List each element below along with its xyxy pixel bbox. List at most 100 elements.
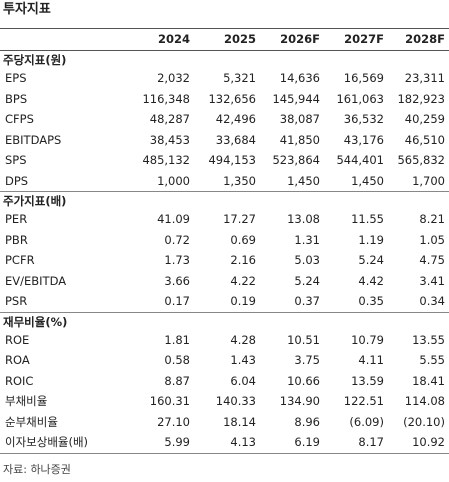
cell: 48,287 [149,112,190,126]
cell: 13.08 [287,212,320,226]
column-header: 2026F [280,32,320,46]
cell: (6.09) [349,414,384,429]
rule [0,50,449,51]
rule [0,28,449,29]
cell: 10.51 [287,332,320,347]
cell: 1.19 [358,232,384,247]
cell: 3.66 [164,273,190,288]
cell: 1.43 [230,353,256,367]
cell: 42,496 [215,112,256,126]
cell: 1.31 [294,232,320,247]
cell: 1,450 [287,173,320,188]
cell: 1,450 [351,173,384,188]
cell: 485,132 [142,153,190,167]
cell: 0.58 [164,353,190,367]
cell: 1,350 [223,173,256,188]
row-label: PCFR [5,253,35,267]
cell: 5.03 [294,253,320,267]
cell: 4.75 [419,253,445,267]
cell: 0.19 [230,294,256,308]
cell: 1.81 [164,332,190,347]
cell: 3.41 [419,273,445,288]
row-label: EBITDAPS [5,132,62,147]
cell: 13.59 [351,373,384,388]
cell: 18.14 [223,414,256,429]
row-label: PBR [5,232,28,247]
row-label: EPS [5,71,27,85]
cell: 11.55 [351,212,384,226]
cell: 0.69 [230,232,256,247]
cell: 114.08 [404,394,445,408]
cell: 4.22 [230,273,256,288]
cell: 523,864 [272,153,320,167]
cell: 140.33 [215,394,256,408]
cell: 1.05 [419,232,445,247]
cell: 43,176 [343,132,384,147]
row-label: 이자보상배율(배) [5,435,89,449]
section-title: 재무비율(%) [3,314,68,329]
row-label: CFPS [5,112,34,126]
cell: 41.09 [157,212,190,226]
cell: 14,636 [279,71,320,85]
cell: 4.42 [358,273,384,288]
cell: 18.41 [412,373,445,388]
cell: 4.28 [230,332,256,347]
cell: 5.24 [294,273,320,288]
cell: 40,259 [404,112,445,126]
cell: 23,311 [404,71,445,85]
cell: 1,700 [412,173,445,188]
section-title: 주가지표(배) [3,194,67,208]
cell: 17.27 [223,212,256,226]
cell: 41,850 [279,132,320,147]
cell: 160.31 [149,394,190,408]
cell: 8.21 [419,212,445,226]
rule [0,312,449,313]
cell: 0.34 [419,294,445,308]
cell: 132,656 [208,91,256,106]
row-label: 부채비율 [5,394,48,408]
cell: 5.55 [419,353,445,367]
row-label: ROIC [5,373,34,388]
column-header: 2027F [344,32,384,46]
row-label: PER [5,212,28,226]
column-header: 2024 [157,32,190,46]
cell: 8.96 [294,414,320,429]
title: 투자지표 [3,2,51,17]
cell: 2,032 [157,71,190,85]
cell: 38,087 [279,112,320,126]
cell: 0.72 [164,232,190,247]
cell: 8.87 [164,373,190,388]
cell: 3.75 [294,353,320,367]
cell: 4.11 [358,353,384,367]
cell: 565,832 [397,153,445,167]
cell: 494,153 [208,153,256,167]
cell: 10.66 [287,373,320,388]
rule [0,453,449,454]
cell: (20.10) [403,414,445,429]
cell: 0.35 [358,294,384,308]
cell: 122.51 [343,394,384,408]
row-label: EV/EBITDA [5,273,67,288]
cell: 0.17 [164,294,190,308]
row-label: BPS [5,91,28,106]
cell: 182,923 [397,91,445,106]
column-header: 2025 [223,32,256,46]
cell: 544,401 [336,153,384,167]
cell: 13.55 [412,332,445,347]
cell: 0.37 [294,294,320,308]
cell: 10.79 [351,332,384,347]
cell: 36,532 [343,112,384,126]
row-label: DPS [5,173,29,188]
cell: 38,453 [149,132,190,147]
cell: 46,510 [404,132,445,147]
cell: 5,321 [223,71,256,85]
cell: 5.24 [358,253,384,267]
row-label: PSR [5,294,28,308]
cell: 4.13 [230,435,256,449]
rule [0,191,449,192]
cell: 8.17 [358,435,384,449]
cell: 27.10 [157,414,190,429]
row-label: ROA [5,353,30,367]
row-label: 순부채비율 [5,414,58,429]
cell: 161,063 [336,91,384,106]
